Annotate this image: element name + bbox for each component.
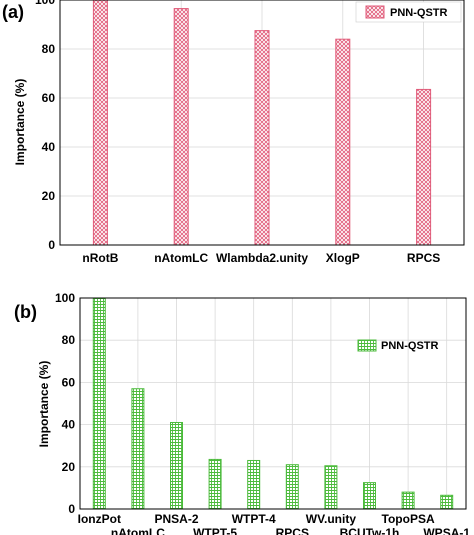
bar-rpcs [416,88,432,246]
x-tick-label: RPCS [407,251,440,265]
y-tick-label: 80 [62,333,76,347]
x-tick-label: BCUTw-1h [340,526,400,535]
chart-panel-a: (a) 0 20 40 60 80 100 nRotB nAtomLC Wlambda2.un… [2,0,465,265]
bar-natomlc [173,8,189,246]
x-tick-label: nAtomLC [111,526,165,535]
x-ticks-a: nRotB nAtomLC Wlambda2.unity XlogP RPCS [82,251,440,265]
legend-b: PNN-QSTR [357,339,439,352]
bars-b [92,297,454,510]
x-tick-label: TopoPSA [382,512,435,526]
y-tick-label: 40 [62,418,76,432]
panel-label-a: (a) [2,2,24,22]
y-axis-title-b: Importance (%) [37,361,51,448]
y-ticks-b: 0 20 40 60 80 100 [55,291,75,516]
x-tick-label: WTPT-4 [232,512,276,526]
x-tick-label: nRotB [82,251,118,265]
x-tick-label: IonzPot [78,512,121,526]
x-tick-label: Wlambda2.unity [216,251,308,265]
y-tick-label: 80 [42,42,56,56]
bar-rpcs [285,464,299,510]
y-tick-label: 100 [35,0,55,7]
legend-label-a: PNN-QSTR [390,7,448,19]
plot-frame-b [79,297,467,510]
y-tick-label: 0 [68,502,75,516]
plot-frame-a [59,0,465,246]
x-tick-label: WV.unity [306,512,357,526]
bars-a [92,0,432,246]
legend-a: PNN-QSTR [355,1,462,23]
bar-bcutw-1h [363,482,376,510]
y-tick-label: 20 [42,189,56,203]
bar-topopsa [401,491,415,510]
y-tick-label: 100 [55,291,75,305]
bar-wtpt-5 [208,458,222,510]
x-ticks-b: IonzPotnAtomLCPNSA-2WTPT-5WTPT-4RPCSWV.u… [78,512,471,535]
x-tick-label: PNSA-2 [154,512,198,526]
y-tick-label: 0 [48,238,55,252]
y-ticks-a: 0 20 40 60 80 100 [35,0,55,252]
bar-pnsa-2 [170,421,183,510]
y-tick-label: 20 [62,460,76,474]
y-tick-label: 60 [42,91,56,105]
bar-wlambda2-unity [254,30,270,246]
bar-ionzpot [92,297,106,510]
bar-nrotb [92,0,108,246]
bar-wtpt-4 [247,459,261,510]
panel-label-b: (b) [14,302,37,322]
legend-swatch-a [365,5,385,19]
legend-label-b: PNN-QSTR [381,340,439,352]
y-tick-label: 40 [42,140,56,154]
legend-swatch-b [357,339,377,352]
bar-wv-unity [324,465,338,510]
x-tick-label: WPSA-1 [423,526,470,535]
y-axis-title-a: Importance (%) [13,79,27,166]
x-tick-label: XlogP [326,251,360,265]
x-tick-label: nAtomLC [154,251,208,265]
x-tick-label: RPCS [276,526,309,535]
x-tick-label: WTPT-5 [193,526,237,535]
y-tick-label: 60 [62,375,76,389]
bar-xlogp [335,38,351,246]
bar-wpsa-1 [440,494,454,510]
bar-natomlc [131,388,145,510]
